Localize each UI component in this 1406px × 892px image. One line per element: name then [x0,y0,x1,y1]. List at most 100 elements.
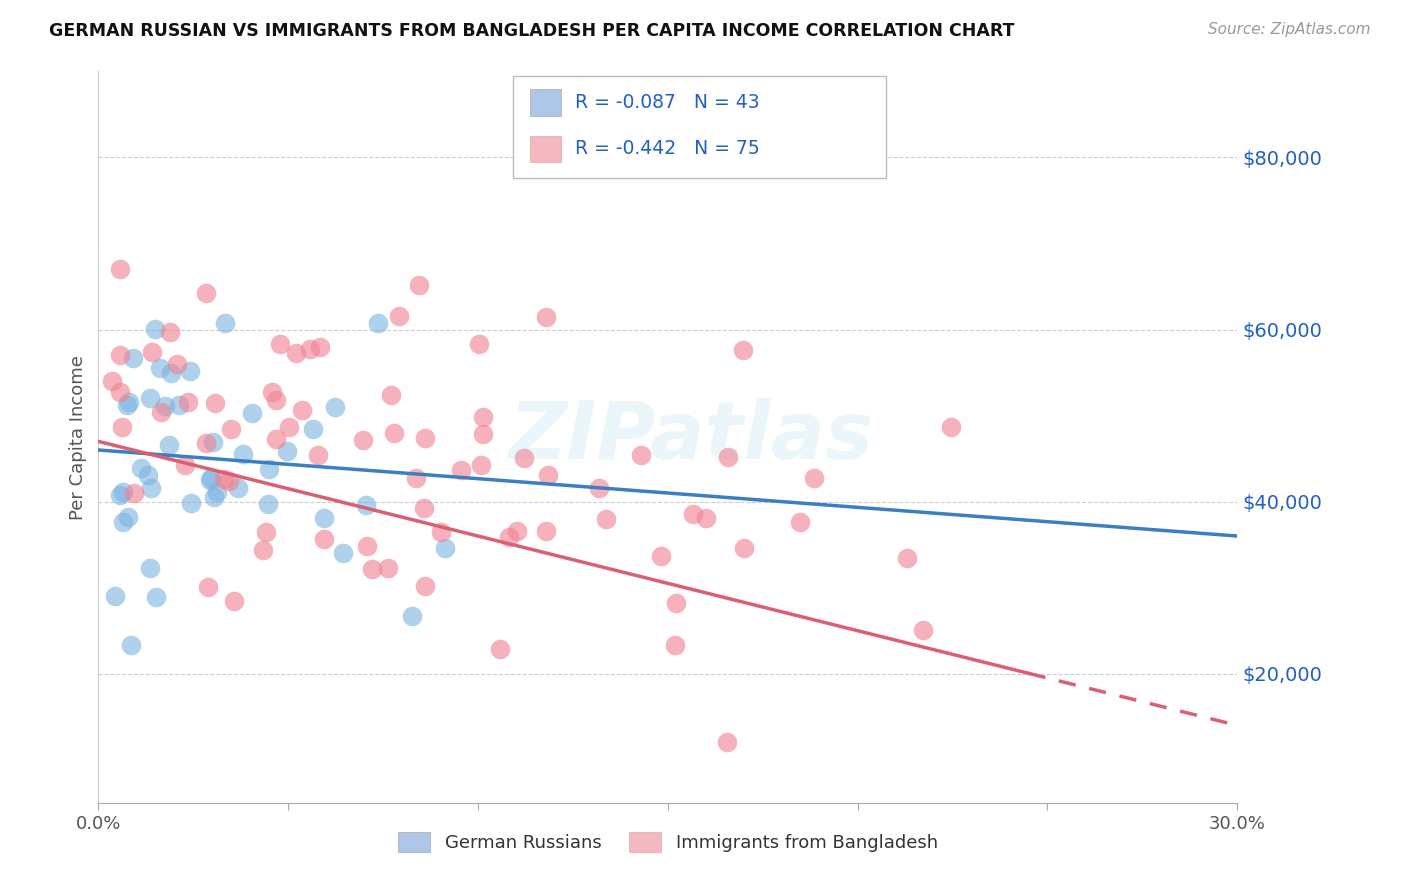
Point [534,310,557,325]
Point [197,580,219,594]
Point [260,385,283,400]
Point [269,336,291,351]
Point [177,395,200,409]
Text: GERMAN RUSSIAN VS IMMIGRANTS FROM BANGLADESH PER CAPITA INCOME CORRELATION CHART: GERMAN RUSSIAN VS IMMIGRANTS FROM BANGLA… [49,22,1015,40]
Point [276,443,298,458]
Point [413,579,436,593]
Point [232,447,254,461]
Point [174,458,197,472]
Point [413,500,436,515]
Point [138,561,160,575]
Point [159,325,181,339]
Legend: German Russians, Immigrants from Bangladesh: German Russians, Immigrants from Banglad… [391,824,945,860]
Point [205,485,228,500]
Point [257,462,280,476]
Point [141,345,163,359]
Point [731,343,754,358]
Point [218,474,240,488]
Point [266,432,288,446]
Point [200,473,222,487]
Point [513,451,536,466]
Point [149,404,172,418]
Point [470,458,492,472]
Point [488,642,510,657]
Point [120,638,142,652]
Point [112,485,135,500]
Point [118,395,141,409]
Point [252,542,274,557]
Point [224,594,246,608]
Point [361,562,384,576]
Point [472,410,495,425]
Y-axis label: Per Capita Income: Per Capita Income [69,355,87,519]
Point [405,471,427,485]
Point [202,434,225,449]
Point [108,488,131,502]
Point [117,510,139,524]
Point [367,316,389,330]
Point [312,532,335,546]
Point [240,406,263,420]
Point [664,638,686,652]
Point [354,498,377,512]
Text: Source: ZipAtlas.com: Source: ZipAtlas.com [1208,22,1371,37]
Point [285,346,308,360]
Point [733,541,755,555]
Point [149,361,172,376]
Text: R = -0.442   N = 75: R = -0.442 N = 75 [575,139,759,159]
Point [308,340,330,354]
Point [212,472,235,486]
Point [314,511,336,525]
Point [506,524,529,539]
Point [298,343,321,357]
Point [716,735,738,749]
Point [939,419,962,434]
Point [111,419,134,434]
Point [307,448,329,462]
Point [650,549,672,563]
Point [534,524,557,538]
Point [380,388,402,402]
Point [136,468,159,483]
Point [468,336,491,351]
Point [214,316,236,330]
Point [588,481,610,495]
Point [112,515,135,529]
Point [104,589,127,603]
Point [413,432,436,446]
Text: ZIPatlas: ZIPatlas [508,398,873,476]
Point [195,436,218,450]
Point [204,396,226,410]
Point [115,398,138,412]
Point [138,391,160,405]
Point [911,623,934,637]
Point [896,551,918,566]
Point [332,546,354,560]
Point [228,481,250,495]
Point [430,525,453,540]
Point [155,399,177,413]
Point [471,427,494,442]
Point [145,591,167,605]
Point [101,374,124,388]
Point [630,448,652,462]
Point [179,364,201,378]
Point [595,512,617,526]
Point [194,286,217,301]
Point [264,393,287,408]
Point [166,357,188,371]
Point [256,497,278,511]
Point [180,496,202,510]
Point [695,511,717,525]
Point [143,322,166,336]
Text: R = -0.087   N = 43: R = -0.087 N = 43 [575,93,759,112]
Point [323,400,346,414]
Point [789,515,811,529]
Point [352,433,374,447]
Point [202,491,225,505]
Point [122,486,145,500]
Point [434,541,457,555]
Point [157,438,180,452]
Point [682,507,704,521]
Point [498,530,520,544]
